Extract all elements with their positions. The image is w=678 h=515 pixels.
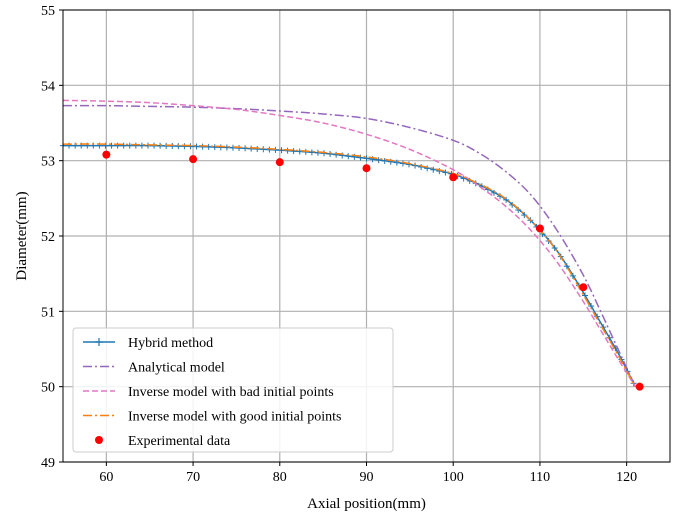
legend-box [72,327,394,453]
hybrid-method-marker [430,166,437,173]
hybrid-method-marker [460,175,467,182]
x-tick-label: 60 [99,470,113,485]
hybrid-method-marker [490,189,497,196]
hybrid-method-marker [569,272,576,279]
hybrid-method-marker [205,143,212,150]
hybrid-method-marker [503,196,510,203]
x-tick-label: 90 [360,470,374,485]
hybrid-method-marker [381,157,388,164]
hybrid-method-marker [132,142,139,149]
hybrid-method-marker [290,148,297,155]
hybrid-method-marker [393,159,400,166]
legend-label: Inverse model with bad initial points [128,385,334,400]
hybrid-method-marker [551,245,558,252]
hybrid-method-marker [424,165,431,172]
hybrid-method-marker [296,148,303,155]
experimental-data-point [275,158,284,167]
inverse-model-with-bad-initial-points-line [62,99,636,388]
experimental-data-point [362,164,371,173]
hybrid-method-marker [333,151,340,158]
hybrid-method-marker [563,263,570,270]
hybrid-method-marker [327,150,334,157]
hybrid-method-marker [157,142,164,149]
legend-label: Experimental data [128,434,231,449]
x-tick-label: 120 [616,470,637,485]
y-tick-label: 52 [41,230,55,245]
hybrid-method-marker [260,146,267,153]
hybrid-method-marker [126,142,133,149]
x-axis-label: Axial position(mm) [307,496,426,512]
hybrid-method-marker [272,146,279,153]
hybrid-method-marker [405,161,412,168]
y-tick-label: 54 [41,79,55,94]
hybrid-method-marker [199,143,206,150]
legend-label: Hybrid method [128,336,213,351]
y-tick-label: 55 [41,4,55,19]
hybrid-method-marker [217,144,224,151]
hybrid-method-marker [175,143,182,150]
experimental-data-point [535,224,544,233]
y-axis-label: Diameter(mm) [14,191,30,280]
hybrid-method-marker [412,162,419,169]
x-tick-label: 110 [530,470,550,485]
inverse-model-with-good-initial-points-line [62,143,636,388]
hybrid-method-marker [254,145,261,152]
hybrid-method-marker [169,142,176,149]
experimental-data-point [189,155,198,164]
y-tick-label: 49 [41,456,55,471]
legend-marker-plus [95,338,103,346]
hybrid-method-marker [187,143,194,150]
x-tick-label: 70 [186,470,200,485]
data-series [60,99,644,391]
hybrid-method-marker [193,143,200,150]
hybrid-method-marker [163,142,170,149]
y-tick-label: 51 [41,305,55,320]
hybrid-method-marker [120,142,127,149]
x-tick-label: 100 [443,470,464,485]
legend-label: Inverse model with good initial points [128,410,341,425]
experimental-data-point [579,283,588,292]
hybrid-method-marker [242,145,249,152]
hybrid-method-marker [375,157,382,164]
legend-marker-experimental-data [95,436,103,444]
hybrid-method-marker [211,144,218,151]
experimental-data-point [635,382,644,391]
y-tick-label: 50 [41,381,55,396]
legend-label: Analytical model [128,361,225,376]
axis-ticks: 60 70 80 90 100 110 120 49 50 51 52 53 54 55 [41,4,637,485]
hybrid-method-marker [108,142,115,149]
experimental-data-point [449,173,458,182]
analytical-model-line [62,104,636,387]
legend: Hybrid method Analytical model Inverse mod… [72,327,394,453]
x-tick-label: 80 [273,470,287,485]
hybrid-method-marker [363,155,370,162]
hybrid-method-marker [181,143,188,150]
hybrid-method-marker [278,147,285,154]
y-tick-label: 53 [41,155,55,170]
experimental-data-point [102,150,111,159]
hybrid-method-marker [138,142,145,149]
